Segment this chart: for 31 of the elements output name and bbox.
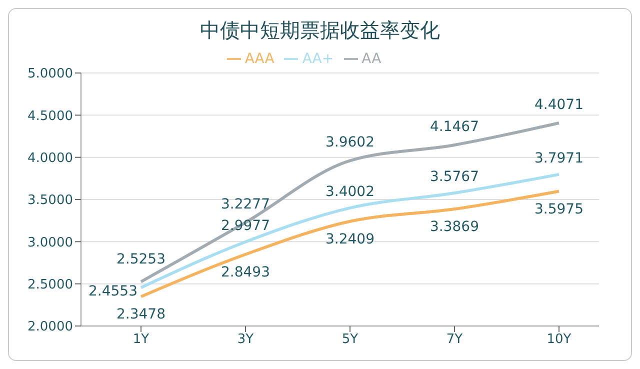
- y-tick-label: 2.5000: [28, 277, 73, 292]
- chart-title: 中债中短期票据收益率变化: [199, 17, 441, 44]
- data-label: 2.8493: [221, 264, 270, 280]
- data-label: 3.7971: [534, 150, 584, 166]
- x-tick-label: 3Y: [237, 332, 254, 348]
- x-tick-label: 10Y: [546, 332, 572, 348]
- x-tick-label: 5Y: [342, 332, 358, 348]
- data-label: 2.3478: [116, 306, 166, 323]
- x-tick-label: 1Y: [132, 332, 150, 348]
- data-label: 3.5975: [534, 201, 584, 218]
- data-label: 2.9977: [221, 218, 270, 234]
- legend-label: AA+: [302, 51, 334, 67]
- data-label: 3.3869: [430, 219, 479, 236]
- data-label: 4.4071: [534, 97, 584, 113]
- data-label: 2.4553: [88, 284, 138, 300]
- legend-label: AAA: [244, 51, 274, 67]
- y-tick-label: 2.0000: [28, 320, 73, 335]
- data-label: 3.2277: [221, 196, 270, 212]
- y-tick-label: 4.5000: [28, 108, 73, 124]
- data-label: 4.1467: [430, 118, 479, 135]
- y-tick-label: 3.5000: [28, 193, 73, 208]
- data-label: 2.5253: [116, 252, 166, 268]
- y-tick-label: 5.0000: [28, 66, 73, 82]
- y-tick-label: 3.0000: [28, 235, 73, 250]
- data-label: 3.9602: [326, 134, 374, 151]
- data-label: 3.2409: [326, 231, 374, 248]
- legend-label: AA: [362, 51, 382, 67]
- data-label: 3.5767: [430, 169, 479, 186]
- data-label: 3.4002: [326, 184, 374, 200]
- x-tick-label: 7Y: [446, 332, 463, 348]
- y-tick-label: 4.0000: [28, 150, 73, 166]
